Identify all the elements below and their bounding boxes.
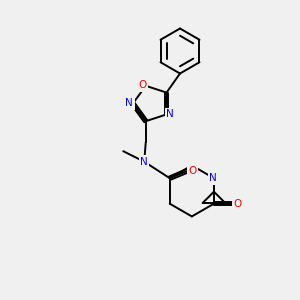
Text: O: O xyxy=(188,166,196,176)
Text: N: N xyxy=(140,157,148,167)
Text: O: O xyxy=(233,199,242,209)
Text: N: N xyxy=(209,173,217,183)
Text: N: N xyxy=(166,110,174,119)
Text: O: O xyxy=(138,80,146,90)
Text: N: N xyxy=(125,98,133,109)
